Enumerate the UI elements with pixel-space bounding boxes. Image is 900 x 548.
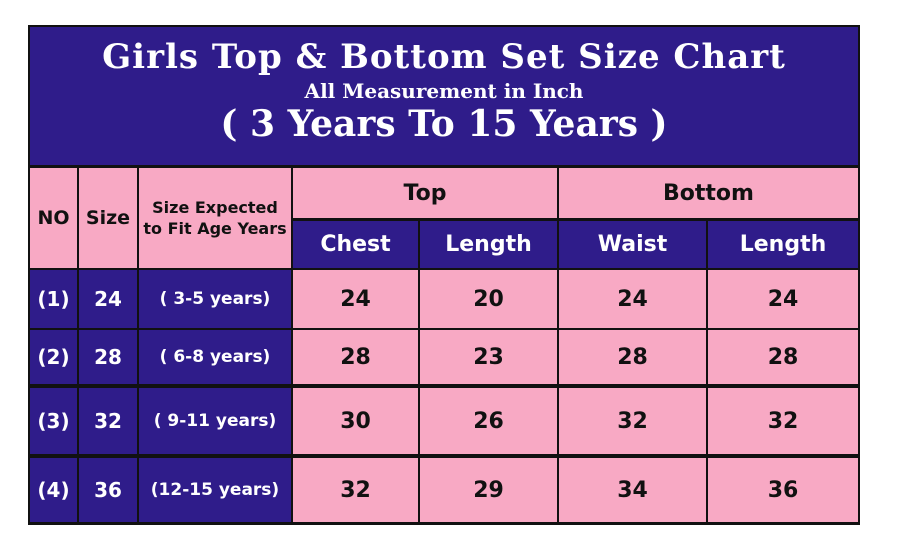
cell-chest: 24	[293, 270, 418, 328]
cell-chest: 32	[293, 458, 418, 522]
header-size: Size	[79, 168, 137, 268]
header-no: NO	[30, 168, 77, 268]
cell-top-length: 29	[420, 458, 557, 522]
cell-bottom-length: 36	[708, 458, 858, 522]
cell-no: (2)	[30, 330, 77, 384]
chart-title: Girls Top & Bottom Set Size Chart	[102, 37, 786, 77]
cell-size: 36	[79, 458, 137, 522]
age-range: ( 3 Years To 15 Years )	[220, 103, 668, 145]
cell-top-length: 23	[420, 330, 557, 384]
header-bottom-length: Length	[708, 221, 858, 268]
header-bottom: Bottom	[559, 168, 858, 218]
cell-no: (4)	[30, 458, 77, 522]
cell-bottom-length: 28	[708, 330, 858, 384]
cell-age: ( 3-5 years)	[139, 270, 291, 328]
cell-bottom-length: 32	[708, 388, 858, 454]
cell-waist: 24	[559, 270, 706, 328]
cell-size: 24	[79, 270, 137, 328]
cell-no: (1)	[30, 270, 77, 328]
cell-waist: 32	[559, 388, 706, 454]
cell-size: 32	[79, 388, 137, 454]
cell-age: ( 9-11 years)	[139, 388, 291, 454]
cell-age: ( 6-8 years)	[139, 330, 291, 384]
chart-subtitle: All Measurement in Inch	[304, 79, 584, 103]
header-top: Top	[293, 168, 557, 218]
cell-no: (3)	[30, 388, 77, 454]
header-waist: Waist	[559, 221, 706, 268]
header-expected-age: Size Expected to Fit Age Years	[139, 168, 291, 268]
cell-waist: 34	[559, 458, 706, 522]
cell-bottom-length: 24	[708, 270, 858, 328]
cell-chest: 30	[293, 388, 418, 454]
cell-waist: 28	[559, 330, 706, 384]
cell-chest: 28	[293, 330, 418, 384]
cell-age: (12-15 years)	[139, 458, 291, 522]
title-banner: Girls Top & Bottom Set Size Chart All Me…	[30, 27, 858, 165]
cell-top-length: 26	[420, 388, 557, 454]
header-top-length: Length	[420, 221, 557, 268]
header-chest: Chest	[293, 221, 418, 268]
cell-size: 28	[79, 330, 137, 384]
cell-top-length: 20	[420, 270, 557, 328]
